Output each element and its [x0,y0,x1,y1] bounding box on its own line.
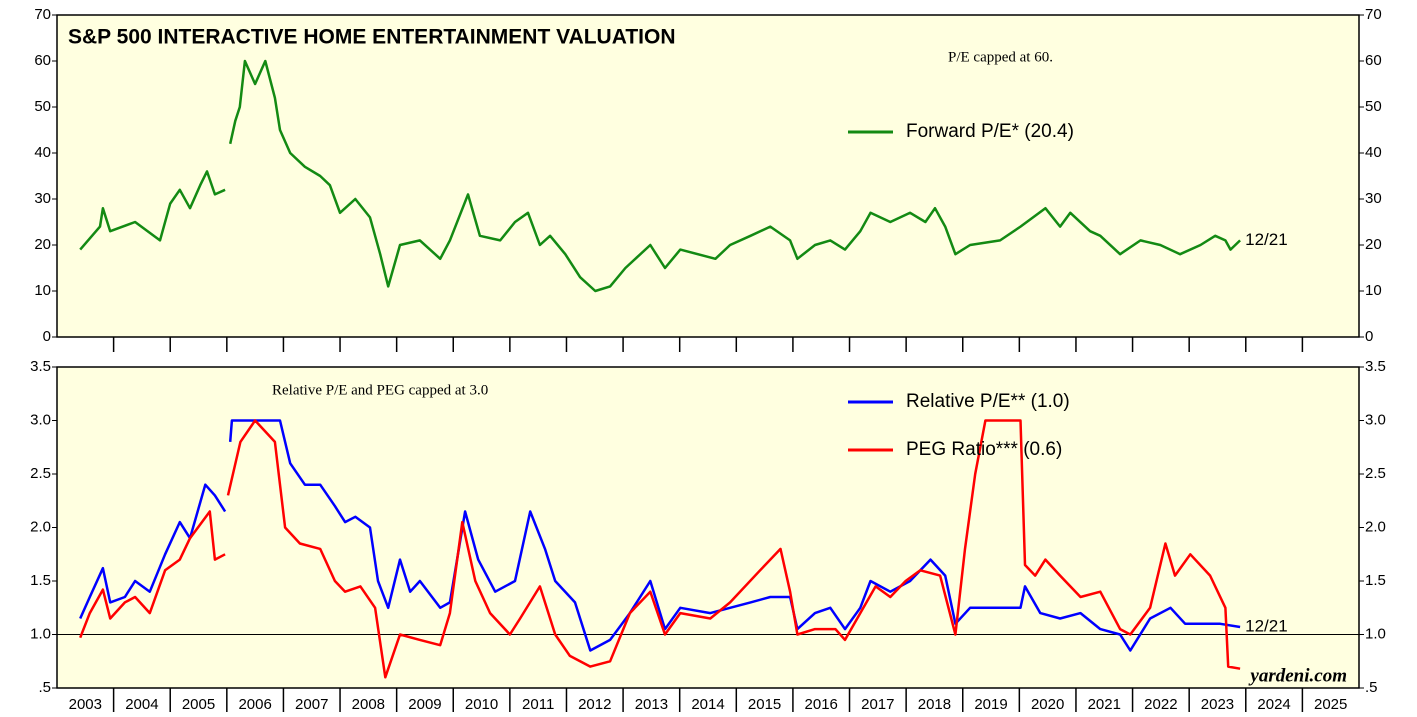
x-tick-label: 2020 [1031,696,1064,713]
x-tick-label: 2024 [1257,696,1290,713]
legend-label: PEG Ratio*** (0.6) [906,439,1062,460]
x-tick-label: 2003 [69,696,102,713]
x-tick-label: 2014 [691,696,724,713]
y-tick-label: 2.5 [30,465,51,482]
x-tick-label: 2008 [352,696,385,713]
x-tick-label: 2018 [918,696,951,713]
x-tick-label: 2019 [974,696,1007,713]
x-tick-label: 2006 [238,696,271,713]
y-tick-label: 20 [34,236,51,253]
y-tick-label-right: 70 [1365,6,1382,23]
series-line [79,419,1241,652]
annotation: Relative P/E and PEG capped at 3.0 [272,382,488,398]
end-label: 12/21 [1245,230,1288,249]
y-tick-label-right: 10 [1365,282,1382,299]
y-tick-label-right: 30 [1365,190,1382,207]
y-tick-label: 60 [34,52,51,69]
y-tick-label: 1.5 [30,572,51,589]
y-tick-label-right: 2.5 [1365,465,1386,482]
y-tick-label: .5 [38,679,51,696]
series-line [79,59,1241,293]
top-panel [56,14,1360,338]
y-tick-label: 3.0 [30,411,51,428]
x-tick-label: 2011 [522,696,554,713]
x-tick-label: 2025 [1314,696,1347,713]
y-tick-label: 30 [34,190,51,207]
chart-title: S&P 500 INTERACTIVE HOME ENTERTAINMENT V… [68,26,676,49]
y-tick-label-right: 1.0 [1365,625,1386,642]
source: yardeni.com [1248,665,1347,686]
y-tick-label-right: 2.0 [1365,518,1386,535]
x-tick-label: 2015 [748,696,781,713]
y-tick-label: 1.0 [30,625,51,642]
legend-label: Relative P/E** (1.0) [906,391,1070,412]
x-tick-label: 2007 [295,696,328,713]
y-tick-label-right: 3.5 [1365,358,1386,375]
y-tick-label: 70 [34,6,51,23]
bottom-panel [56,366,1360,689]
y-tick-label: 40 [34,144,51,161]
y-tick-label-right: 60 [1365,52,1382,69]
y-tick-label-right: 40 [1365,144,1382,161]
x-tick-label: 2005 [182,696,215,713]
y-tick-label: 50 [34,98,51,115]
y-tick-label-right: 3.0 [1365,411,1386,428]
end-label: 12/21 [1245,616,1288,635]
y-tick-label: 2.0 [30,518,51,535]
x-tick-label: 2010 [465,696,498,713]
annotation: P/E capped at 60. [948,49,1053,65]
y-tick-label-right: 1.5 [1365,572,1386,589]
x-tick-label: 2022 [1144,696,1177,713]
x-tick-label: 2016 [805,696,838,713]
y-tick-label-right: 20 [1365,236,1382,253]
y-tick-label-right: .5 [1365,679,1378,696]
x-tick-label: 2004 [125,696,158,713]
y-tick-label: 0 [43,328,51,345]
x-tick-label: 2021 [1088,696,1121,713]
x-tick-label: 2023 [1201,696,1234,713]
series-line [79,419,1241,679]
x-tick-label: 2017 [861,696,894,713]
y-tick-label: 3.5 [30,358,51,375]
y-tick-label: 10 [34,282,51,299]
x-tick-label: 2013 [635,696,668,713]
y-tick-label-right: 50 [1365,98,1382,115]
legend-label: Forward P/E* (20.4) [906,121,1074,142]
x-tick-label: 2009 [408,696,441,713]
y-tick-label-right: 0 [1365,328,1373,345]
x-tick-label: 2012 [578,696,611,713]
